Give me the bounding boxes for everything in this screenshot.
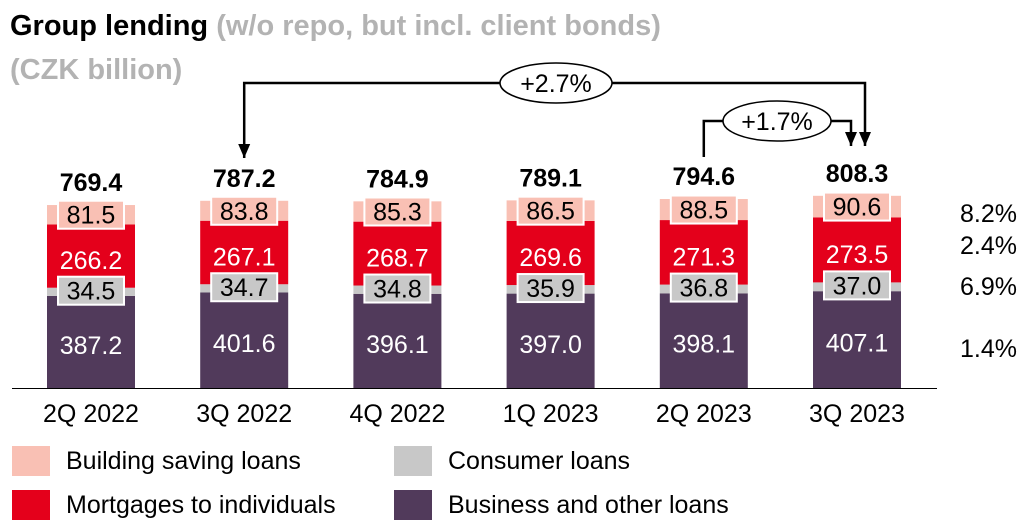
bar-segment-business <box>353 293 442 388</box>
growth-label-building: 8.2% <box>960 200 1017 228</box>
value-label-mortgages: 267.1 <box>213 243 276 271</box>
growth-label-mortgages: 2.4% <box>960 232 1017 260</box>
value-label-box <box>210 195 279 226</box>
value-label-business: 396.1 <box>366 331 429 359</box>
category-label: 2Q 2023 <box>656 400 752 428</box>
legend-swatch-mortgages <box>12 490 50 520</box>
arrow-head-3q2023-a <box>859 132 871 146</box>
value-label-box <box>363 196 432 227</box>
legend-label-building: Building saving loans <box>66 447 301 475</box>
category-label: 1Q 2023 <box>503 400 599 428</box>
value-label-box <box>57 275 125 306</box>
value-label-box <box>210 272 279 303</box>
value-label-consumer: 36.8 <box>679 275 728 303</box>
value-label-consumer: 34.8 <box>373 276 422 304</box>
growth-bubble-27 <box>499 62 613 104</box>
legend-swatch-business <box>394 490 432 520</box>
total-label: 794.6 <box>673 163 736 191</box>
value-label-building: 85.3 <box>373 198 422 226</box>
arrow-head-3q2022 <box>238 144 251 158</box>
title-unit: (CZK billion) <box>10 54 183 86</box>
value-label-consumer: 35.9 <box>526 275 575 303</box>
arrow-head-3q2023-b <box>845 132 857 146</box>
bar-segment-business <box>47 295 135 388</box>
chart-title: Group lending (w/o repo, but incl. clien… <box>10 4 770 92</box>
value-label-box <box>823 270 891 301</box>
value-label-mortgages: 273.5 <box>826 241 889 269</box>
value-label-building: 90.6 <box>833 194 882 222</box>
legend-swatch-building <box>12 446 50 476</box>
title-main: Group lending <box>10 10 209 42</box>
value-label-box <box>516 195 585 226</box>
value-label-box <box>57 199 125 230</box>
legend-item-mortgages: Mortgages to individuals <box>12 490 336 520</box>
value-label-box <box>669 272 738 303</box>
legend-item-business: Business and other loans <box>394 490 729 520</box>
total-label: 769.4 <box>60 169 123 197</box>
growth-label-business: 1.4% <box>960 335 1017 363</box>
total-label: 784.9 <box>366 165 429 193</box>
value-label-mortgages: 268.7 <box>366 245 429 273</box>
bar-segment-business <box>813 291 901 388</box>
category-label: 4Q 2022 <box>349 400 445 428</box>
bar-segment-business <box>659 293 748 388</box>
legend-item-consumer: Consumer loans <box>394 446 630 476</box>
value-label-consumer: 34.5 <box>67 278 116 306</box>
legend-label-mortgages: Mortgages to individuals <box>66 491 336 519</box>
growth-bubble-17 <box>722 100 832 142</box>
value-label-building: 81.5 <box>67 202 116 230</box>
growth-label-consumer: 6.9% <box>960 273 1017 301</box>
value-label-business: 387.2 <box>60 332 123 360</box>
value-label-building: 83.8 <box>220 198 269 226</box>
value-label-business: 407.1 <box>826 330 889 358</box>
legend-label-consumer: Consumer loans <box>448 447 631 475</box>
value-label-building: 88.5 <box>679 197 728 225</box>
total-label: 789.1 <box>519 164 582 192</box>
title-subtitle: (w/o repo, but incl. client bonds) <box>216 10 661 42</box>
value-label-business: 398.1 <box>673 331 736 359</box>
value-label-building: 86.5 <box>526 198 575 226</box>
legend-label-business: Business and other loans <box>448 491 729 519</box>
value-label-mortgages: 271.3 <box>673 243 736 271</box>
total-label: 808.3 <box>826 160 889 188</box>
total-label: 787.2 <box>213 165 276 193</box>
value-label-mortgages: 269.6 <box>519 244 582 272</box>
category-label: 2Q 2022 <box>43 400 139 428</box>
value-label-box <box>669 194 738 225</box>
value-label-box <box>363 273 432 304</box>
growth-annotation-27: +2.7% <box>520 70 592 98</box>
value-label-box <box>823 191 891 222</box>
value-label-business: 397.0 <box>519 331 582 359</box>
legend-item-building: Building saving loans <box>12 446 301 476</box>
growth-annotation-17: +1.7% <box>741 108 813 136</box>
value-label-box <box>516 273 585 304</box>
legend-swatch-consumer <box>394 446 432 476</box>
value-label-business: 401.6 <box>213 330 276 358</box>
category-label: 3Q 2022 <box>196 400 292 428</box>
bar-segment-business <box>200 292 289 388</box>
value-label-mortgages: 266.2 <box>60 247 123 275</box>
bar-segment-business <box>506 293 595 388</box>
value-label-consumer: 34.7 <box>220 274 269 302</box>
value-label-consumer: 37.0 <box>833 272 882 300</box>
category-label: 3Q 2023 <box>809 400 905 428</box>
